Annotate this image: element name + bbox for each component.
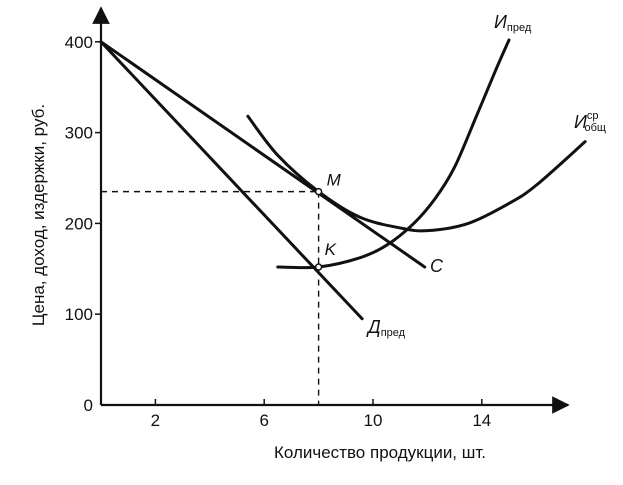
point-M xyxy=(314,187,323,196)
series-label-mr: Дпред xyxy=(366,317,406,339)
point-K xyxy=(314,263,323,271)
labels: C Дпред Иср общ Ипред M K xyxy=(325,12,606,339)
y-tick-label: 0 xyxy=(84,396,93,415)
series-label-atc: Иср общ xyxy=(574,110,606,134)
y-tick-label: 400 xyxy=(65,33,93,52)
x-tick-label: 10 xyxy=(364,411,383,430)
series-line-mc xyxy=(276,38,511,270)
series-label-price: C xyxy=(430,256,444,276)
x-axis-title: Количество продукции, шт. xyxy=(274,443,486,462)
series-line-atc xyxy=(246,114,587,233)
series-line-price xyxy=(99,40,427,269)
point-label-K: K xyxy=(325,240,337,259)
y-tick-label: 200 xyxy=(65,214,93,233)
x-tick-label: 2 xyxy=(151,411,160,430)
y-tick-label: 300 xyxy=(65,124,93,143)
y-axis-title: Цена, доход, издержки, руб. xyxy=(29,104,48,326)
guide-lines xyxy=(101,190,320,405)
points xyxy=(314,187,323,271)
point-label-M: M xyxy=(327,171,342,190)
x-tick-label: 14 xyxy=(472,411,491,430)
series-line-mr xyxy=(99,40,364,321)
x-tick-label: 6 xyxy=(259,411,268,430)
series-label-mc: Ипред xyxy=(494,12,532,34)
series-lines xyxy=(99,38,587,321)
axes: 2 6 10 14 0 100 200 300 400 Количество продукции,… xyxy=(29,6,570,462)
y-tick-label: 100 xyxy=(65,305,93,324)
